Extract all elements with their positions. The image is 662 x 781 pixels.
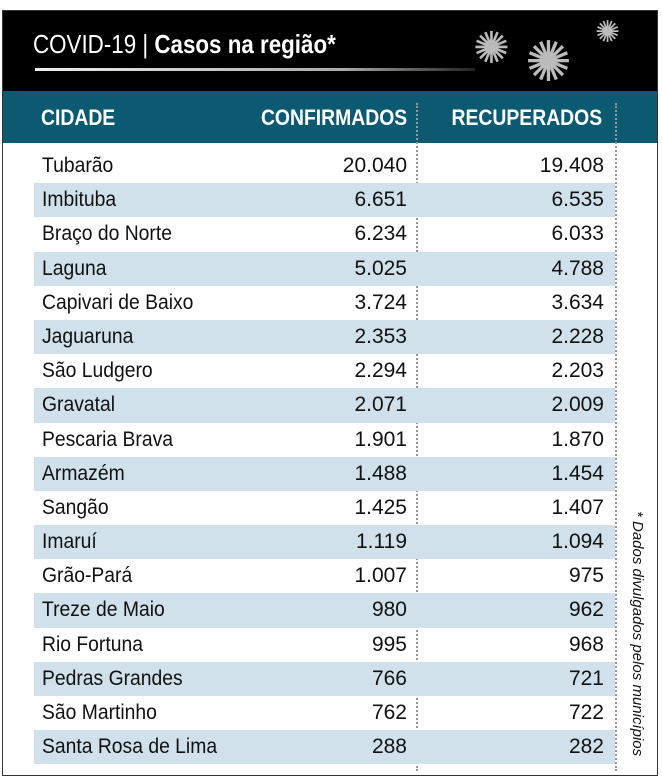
title-prefix: COVID-19 | [33,29,155,59]
table-row: Tubarão 20.040 19.408 [34,149,615,183]
cell-city: Gravatal [42,393,116,417]
cell-city: Treze de Maio [42,598,165,622]
cell-city: Laguna [42,256,107,280]
table-row: Jaguaruna 2.353 2.228 [34,319,615,355]
table-row: Grão-Pará 1.007 975 [34,559,615,593]
table-row: Gravatal 2.071 2.009 [34,388,615,423]
cell-confirmed: 6.651 [354,188,407,212]
cell-city: Santa Rosa de Lima [42,735,218,759]
table-row: Pedras Grandes 766 721 [34,661,615,696]
divider [416,103,418,771]
table-row: Imbituba 6.651 6.535 [34,183,615,218]
table-row: Imaruí 1.119 1.094 [34,525,615,560]
cell-confirmed: 1.425 [354,495,407,519]
cell-confirmed: 20.040 [342,154,407,177]
title-underline [35,68,475,71]
cell-recovered: 962 [568,598,604,622]
header: COVID-19 | Casos na região* ✺ ✺ ✺ [3,11,657,93]
table-row: Laguna 5.025 4.788 [34,251,615,286]
cell-recovered: 2.228 [551,324,604,348]
cell-recovered: 975 [568,564,604,588]
virus-icon: ✺ [473,24,510,73]
cell-confirmed: 1.007 [354,564,407,588]
cell-confirmed: 2.353 [354,324,407,348]
cell-confirmed: 980 [371,598,407,622]
cell-recovered: 721 [568,666,604,690]
cell-recovered: 6.535 [551,188,604,212]
table-row: Rio Fortuna 995 968 [34,628,615,662]
cell-confirmed: 766 [371,666,407,690]
cell-recovered: 968 [568,632,604,656]
cell-confirmed: 5.025 [354,256,407,280]
cell-city: Pedras Grandes [42,666,183,690]
cell-confirmed: 2.071 [354,393,407,417]
cell-recovered: 282 [568,735,604,759]
cell-confirmed: 3.724 [354,290,407,314]
cell-city: Armazém [42,461,125,485]
table-row: São Ludgero 2.294 2.203 [34,354,615,388]
cell-recovered: 3.634 [551,290,604,314]
table-body: Tubarão 20.040 19.408 Imbituba 6.651 6.535 Bra… [34,149,615,765]
cell-city: São Ludgero [42,359,153,383]
table-row: Pescaria Brava 1.901 1.870 [34,423,615,457]
cell-confirmed: 2.294 [354,359,407,383]
col-cidade: CIDADE [41,105,116,130]
infographic: COVID-19 | Casos na região* ✺ ✺ ✺ CIDADE… [2,10,658,776]
cell-city: Braço do Norte [42,222,172,246]
cell-recovered: 4.788 [551,256,604,280]
cell-recovered: 19.408 [539,154,604,177]
cell-recovered: 1.870 [551,427,604,451]
table-row: Sangão 1.425 1.407 [34,491,615,525]
cell-city: Rio Fortuna [42,632,143,656]
footnote: * Dados divulgados pelos municípios [629,511,646,757]
cell-confirmed: 995 [371,632,407,656]
col-confirmados: CONFIRMADOS [260,105,407,130]
cell-city: São Martinho [42,701,157,724]
cell-city: Pescaria Brava [42,427,174,451]
cell-recovered: 2.203 [551,359,604,383]
table-row: Capivari de Baixo 3.724 3.634 [34,286,615,320]
title: COVID-19 | Casos na região* [33,29,336,60]
cell-city: Jaguaruna [42,324,134,348]
cell-recovered: 1.407 [551,495,604,519]
cell-confirmed: 288 [371,735,407,759]
cell-recovered: 1.094 [551,530,604,554]
cell-city: Sangão [42,495,109,519]
table-header: CIDADE CONFIRMADOS RECUPERADOS [3,91,657,143]
cell-confirmed: 1.119 [356,530,407,554]
cell-confirmed: 6.234 [354,222,407,246]
cell-city: Grão-Pará [42,564,133,588]
cell-confirmed: 762 [371,701,407,724]
cell-recovered: 1.454 [551,461,604,485]
cell-confirmed: 1.901 [354,427,407,451]
col-recuperados: RECUPERADOS [451,105,602,130]
divider [615,103,617,771]
title-bold: Casos na região* [154,29,336,59]
virus-icon: ✺ [595,16,621,49]
cell-city: Tubarão [42,154,114,177]
cell-recovered: 722 [568,701,604,724]
virus-icon: ✺ [525,30,572,93]
table-row: Braço do Norte 6.234 6.033 [34,217,615,251]
cell-confirmed: 1.488 [354,461,407,485]
cell-recovered: 6.033 [551,222,604,246]
table-row: Santa Rosa de Lima 288 282 [34,730,615,765]
table-row: São Martinho 762 722 [34,696,615,730]
table-row: Armazém 1.488 1.454 [34,456,615,491]
cell-city: Capivari de Baixo [42,290,194,314]
cell-city: Imbituba [42,188,117,212]
cell-recovered: 2.009 [551,393,604,417]
table-row: Treze de Maio 980 962 [34,593,615,628]
cell-city: Imaruí [42,530,97,554]
